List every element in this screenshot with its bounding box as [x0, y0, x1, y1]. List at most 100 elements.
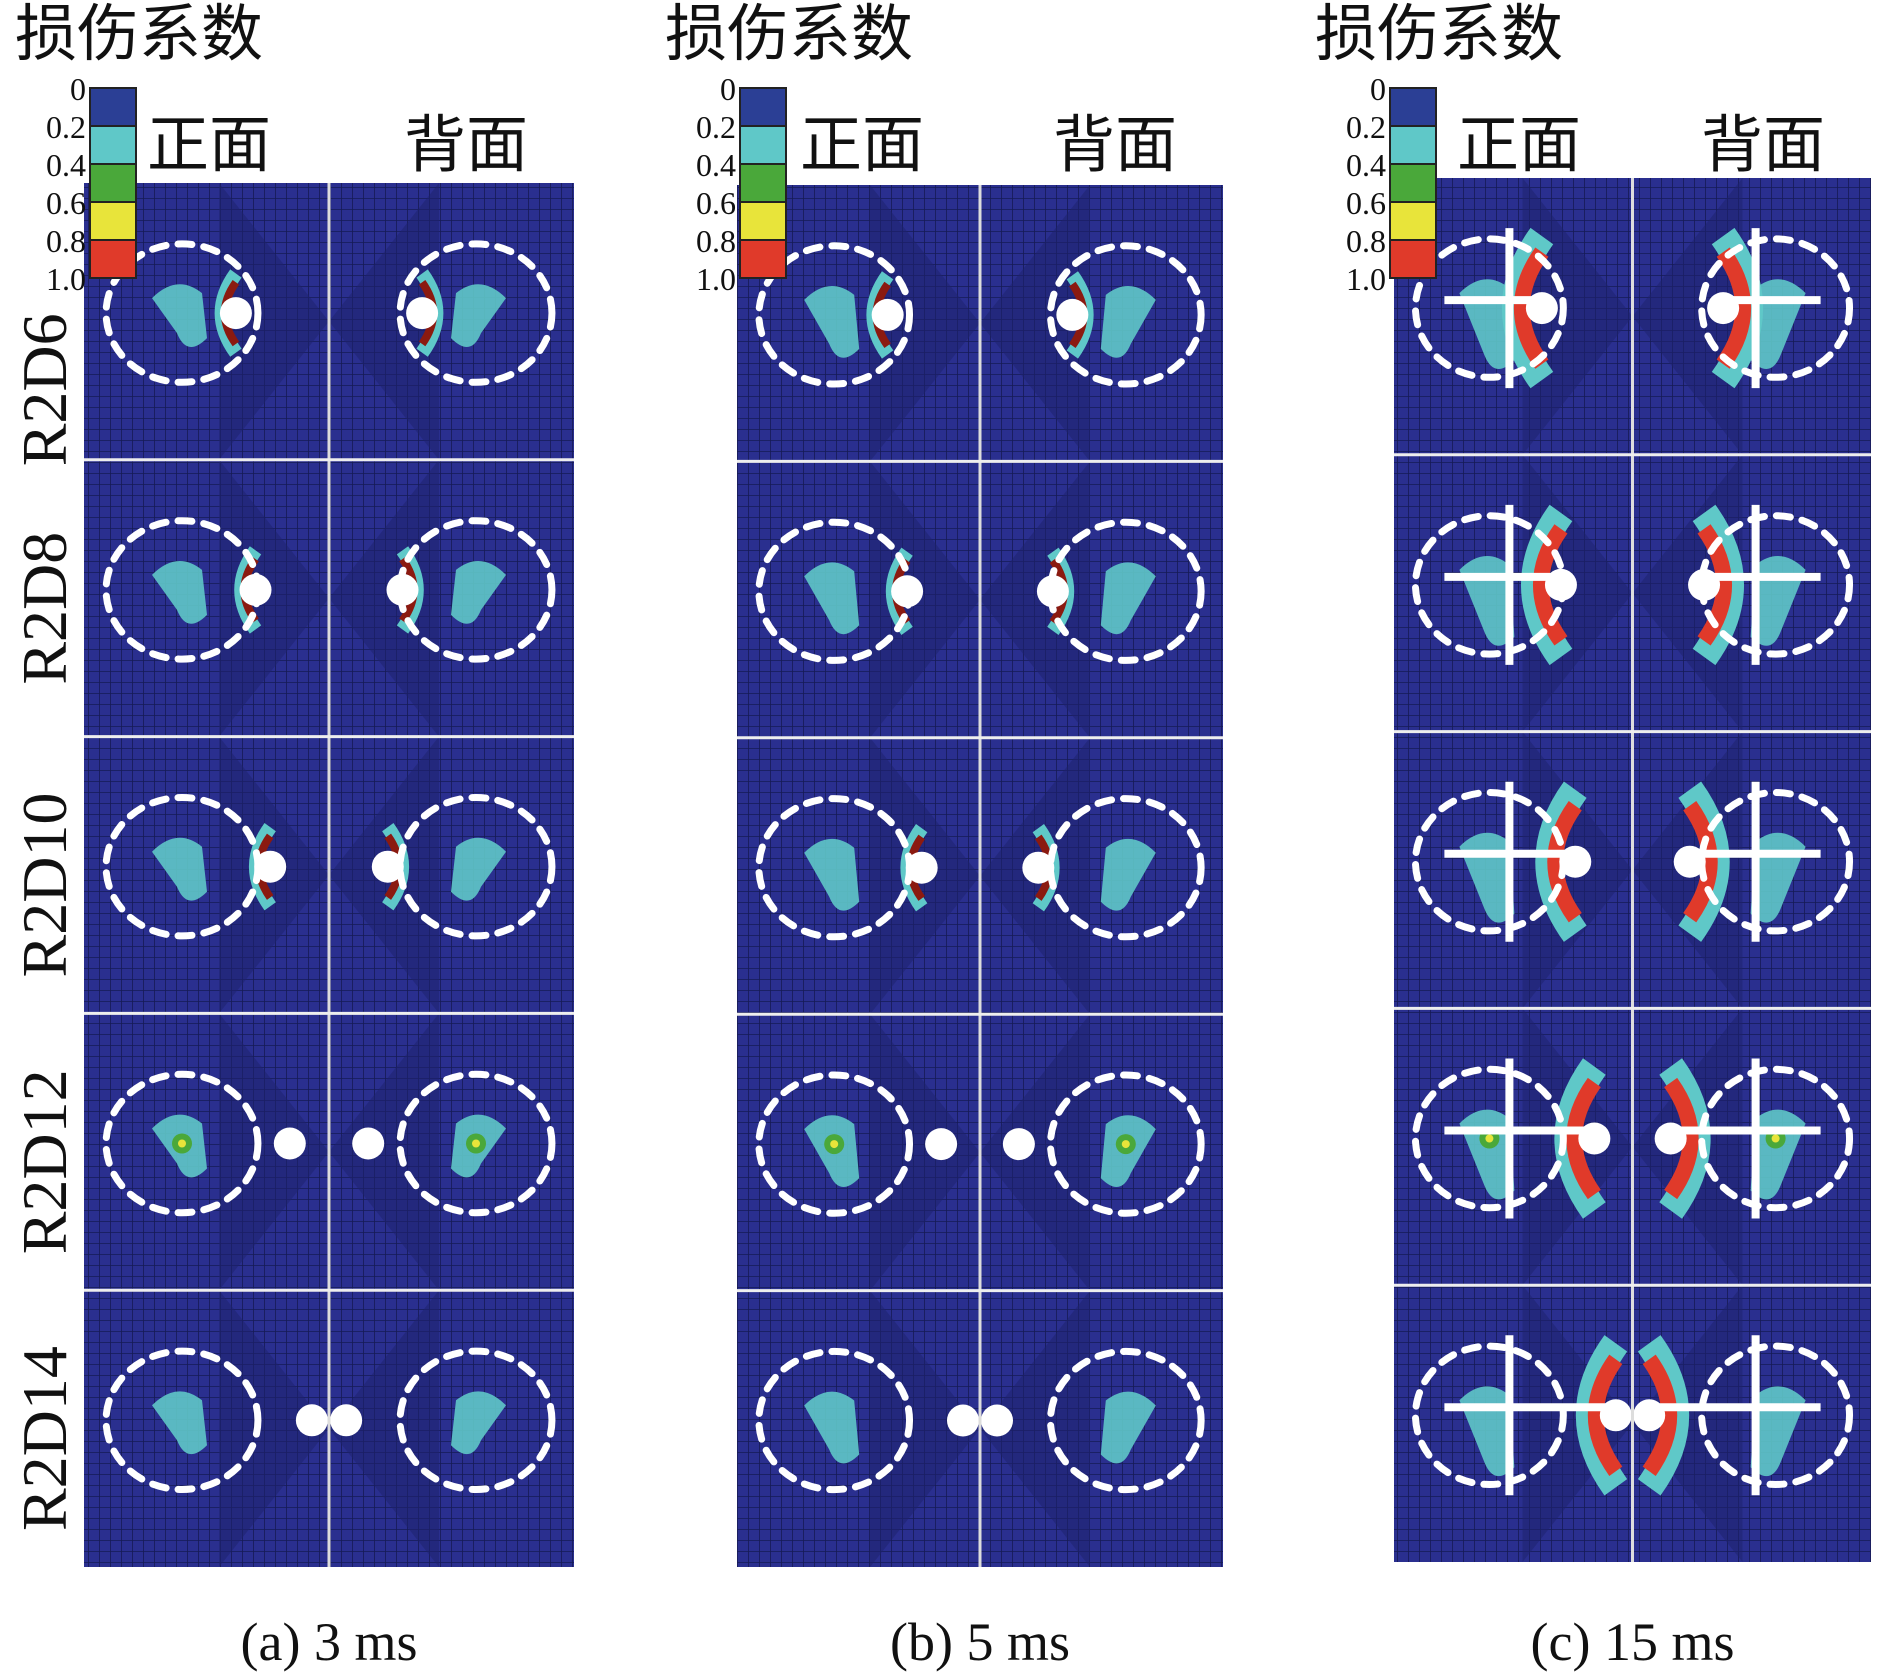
borehole-marker-front: [946, 1404, 979, 1437]
mesh-shadow: [219, 459, 439, 737]
borehole-marker-front: [1559, 845, 1592, 878]
label-front: 正面: [800, 108, 924, 181]
dashed-circle-front: [1411, 235, 1567, 381]
damage-region-back: [451, 561, 506, 624]
borehole-marker-front: [871, 298, 904, 331]
borehole-marker-back: [1002, 1128, 1035, 1161]
damage-region-front: [804, 562, 860, 635]
damage-region-front: [152, 561, 207, 624]
damage-region-back: [451, 837, 506, 901]
borehole-marker-back: [1707, 292, 1740, 325]
borehole-marker-back: [371, 850, 404, 883]
legend-swatch: [89, 239, 137, 279]
legend-tick: 0.2: [1346, 109, 1386, 145]
borehole-marker-back: [1056, 298, 1089, 331]
cell-R2D6: [84, 183, 574, 460]
legend-swatch: [1389, 87, 1437, 127]
crack-front: [1444, 781, 1566, 942]
row-label: R2D10: [9, 793, 80, 978]
cell-R2D10: [737, 736, 1223, 1015]
dashed-circle-back: [396, 1070, 556, 1217]
legend-swatch: [739, 125, 787, 165]
cell-R2D12: [737, 1012, 1223, 1291]
legend-title: 损伤系数: [1315, 0, 1563, 70]
panel-b: [737, 185, 1223, 1567]
dashed-circle-front: [102, 1347, 262, 1493]
cell-R2D6: [1394, 178, 1871, 455]
borehole-marker-front: [254, 850, 287, 883]
crack-back: [1699, 781, 1821, 942]
legend-swatch: [739, 87, 787, 127]
damage-core: [1771, 1134, 1780, 1143]
dashed-circle-front: [102, 240, 262, 386]
legend-tick: 0.6: [696, 185, 736, 221]
damage-region-back: [1100, 562, 1156, 635]
damage-arc-severe-front: [1513, 247, 1549, 369]
crack-front: [1444, 228, 1532, 389]
row-label: R2D8: [9, 532, 80, 685]
borehole-marker-front: [1578, 1122, 1611, 1155]
legend-tick: 0.2: [46, 109, 86, 145]
borehole-marker-front: [1599, 1399, 1632, 1432]
borehole-marker-front: [1525, 292, 1558, 325]
dashed-circle-back: [1046, 518, 1205, 664]
legend-tick: 0: [720, 71, 736, 107]
panel-caption: (c) 15 ms: [1531, 1612, 1735, 1672]
borehole-marker-front: [239, 573, 272, 606]
legend-swatch: [739, 239, 787, 279]
borehole-marker-front: [295, 1404, 328, 1437]
label-back: 背面: [1701, 108, 1825, 181]
damage-core: [1485, 1134, 1494, 1143]
legend-tick: 0.6: [1346, 185, 1386, 221]
dashed-circle-back: [1698, 1065, 1854, 1212]
legend-swatch: [89, 201, 137, 241]
crack-back: [1659, 1335, 1821, 1496]
legend-tick: 0.8: [1346, 223, 1386, 259]
crack-back: [1733, 228, 1821, 389]
legend-tick: 1.0: [696, 261, 736, 297]
dashed-circle-back: [396, 793, 556, 940]
damage-arc-severe-back: [1642, 1354, 1678, 1476]
damage-region-front: [804, 838, 860, 911]
label-back: 背面: [1053, 108, 1177, 181]
legend-swatch: [1389, 163, 1437, 203]
label-back: 背面: [404, 108, 528, 181]
legend-swatch: [739, 201, 787, 241]
borehole-marker-back: [1633, 1399, 1666, 1432]
damage-region-back: [1100, 1391, 1156, 1464]
legend-swatch: [89, 87, 137, 127]
damage-core: [472, 1139, 480, 1148]
cell-R2D14: [84, 1288, 574, 1567]
borehole-marker-front: [905, 851, 938, 884]
cell-R2D8: [1394, 453, 1871, 732]
row-label: R2D12: [9, 1069, 80, 1254]
legend-swatch: [89, 125, 137, 165]
legend-swatch: [1389, 125, 1437, 165]
damage-region-front: [152, 284, 207, 347]
cell-R2D14: [1394, 1283, 1871, 1562]
row-label: R2D6: [9, 313, 80, 466]
borehole-marker-back: [352, 1127, 385, 1160]
legend-tick: 0: [70, 71, 86, 107]
cell-R2D14: [737, 1289, 1223, 1567]
borehole-marker-back: [330, 1404, 363, 1437]
legend-tick: 0.4: [1346, 147, 1386, 183]
borehole-marker-back: [1022, 851, 1055, 884]
legend-tick: 0.2: [696, 109, 736, 145]
panel-a: [84, 183, 574, 1567]
panels: [84, 178, 1871, 1567]
dashed-circle-back: [1698, 235, 1854, 381]
borehole-marker-back: [981, 1404, 1014, 1437]
legend-tick: 0: [1370, 71, 1386, 107]
damage-arc-severe-front: [1532, 524, 1568, 646]
borehole-marker-front: [219, 297, 252, 330]
borehole-marker-front: [891, 575, 924, 608]
borehole-marker-back: [386, 573, 419, 606]
damage-region-back: [1100, 838, 1156, 911]
borehole-marker-back: [1673, 845, 1706, 878]
legend-tick: 0.4: [696, 147, 736, 183]
legend-tick: 1.0: [46, 261, 86, 297]
borehole-marker-front: [1544, 568, 1577, 601]
